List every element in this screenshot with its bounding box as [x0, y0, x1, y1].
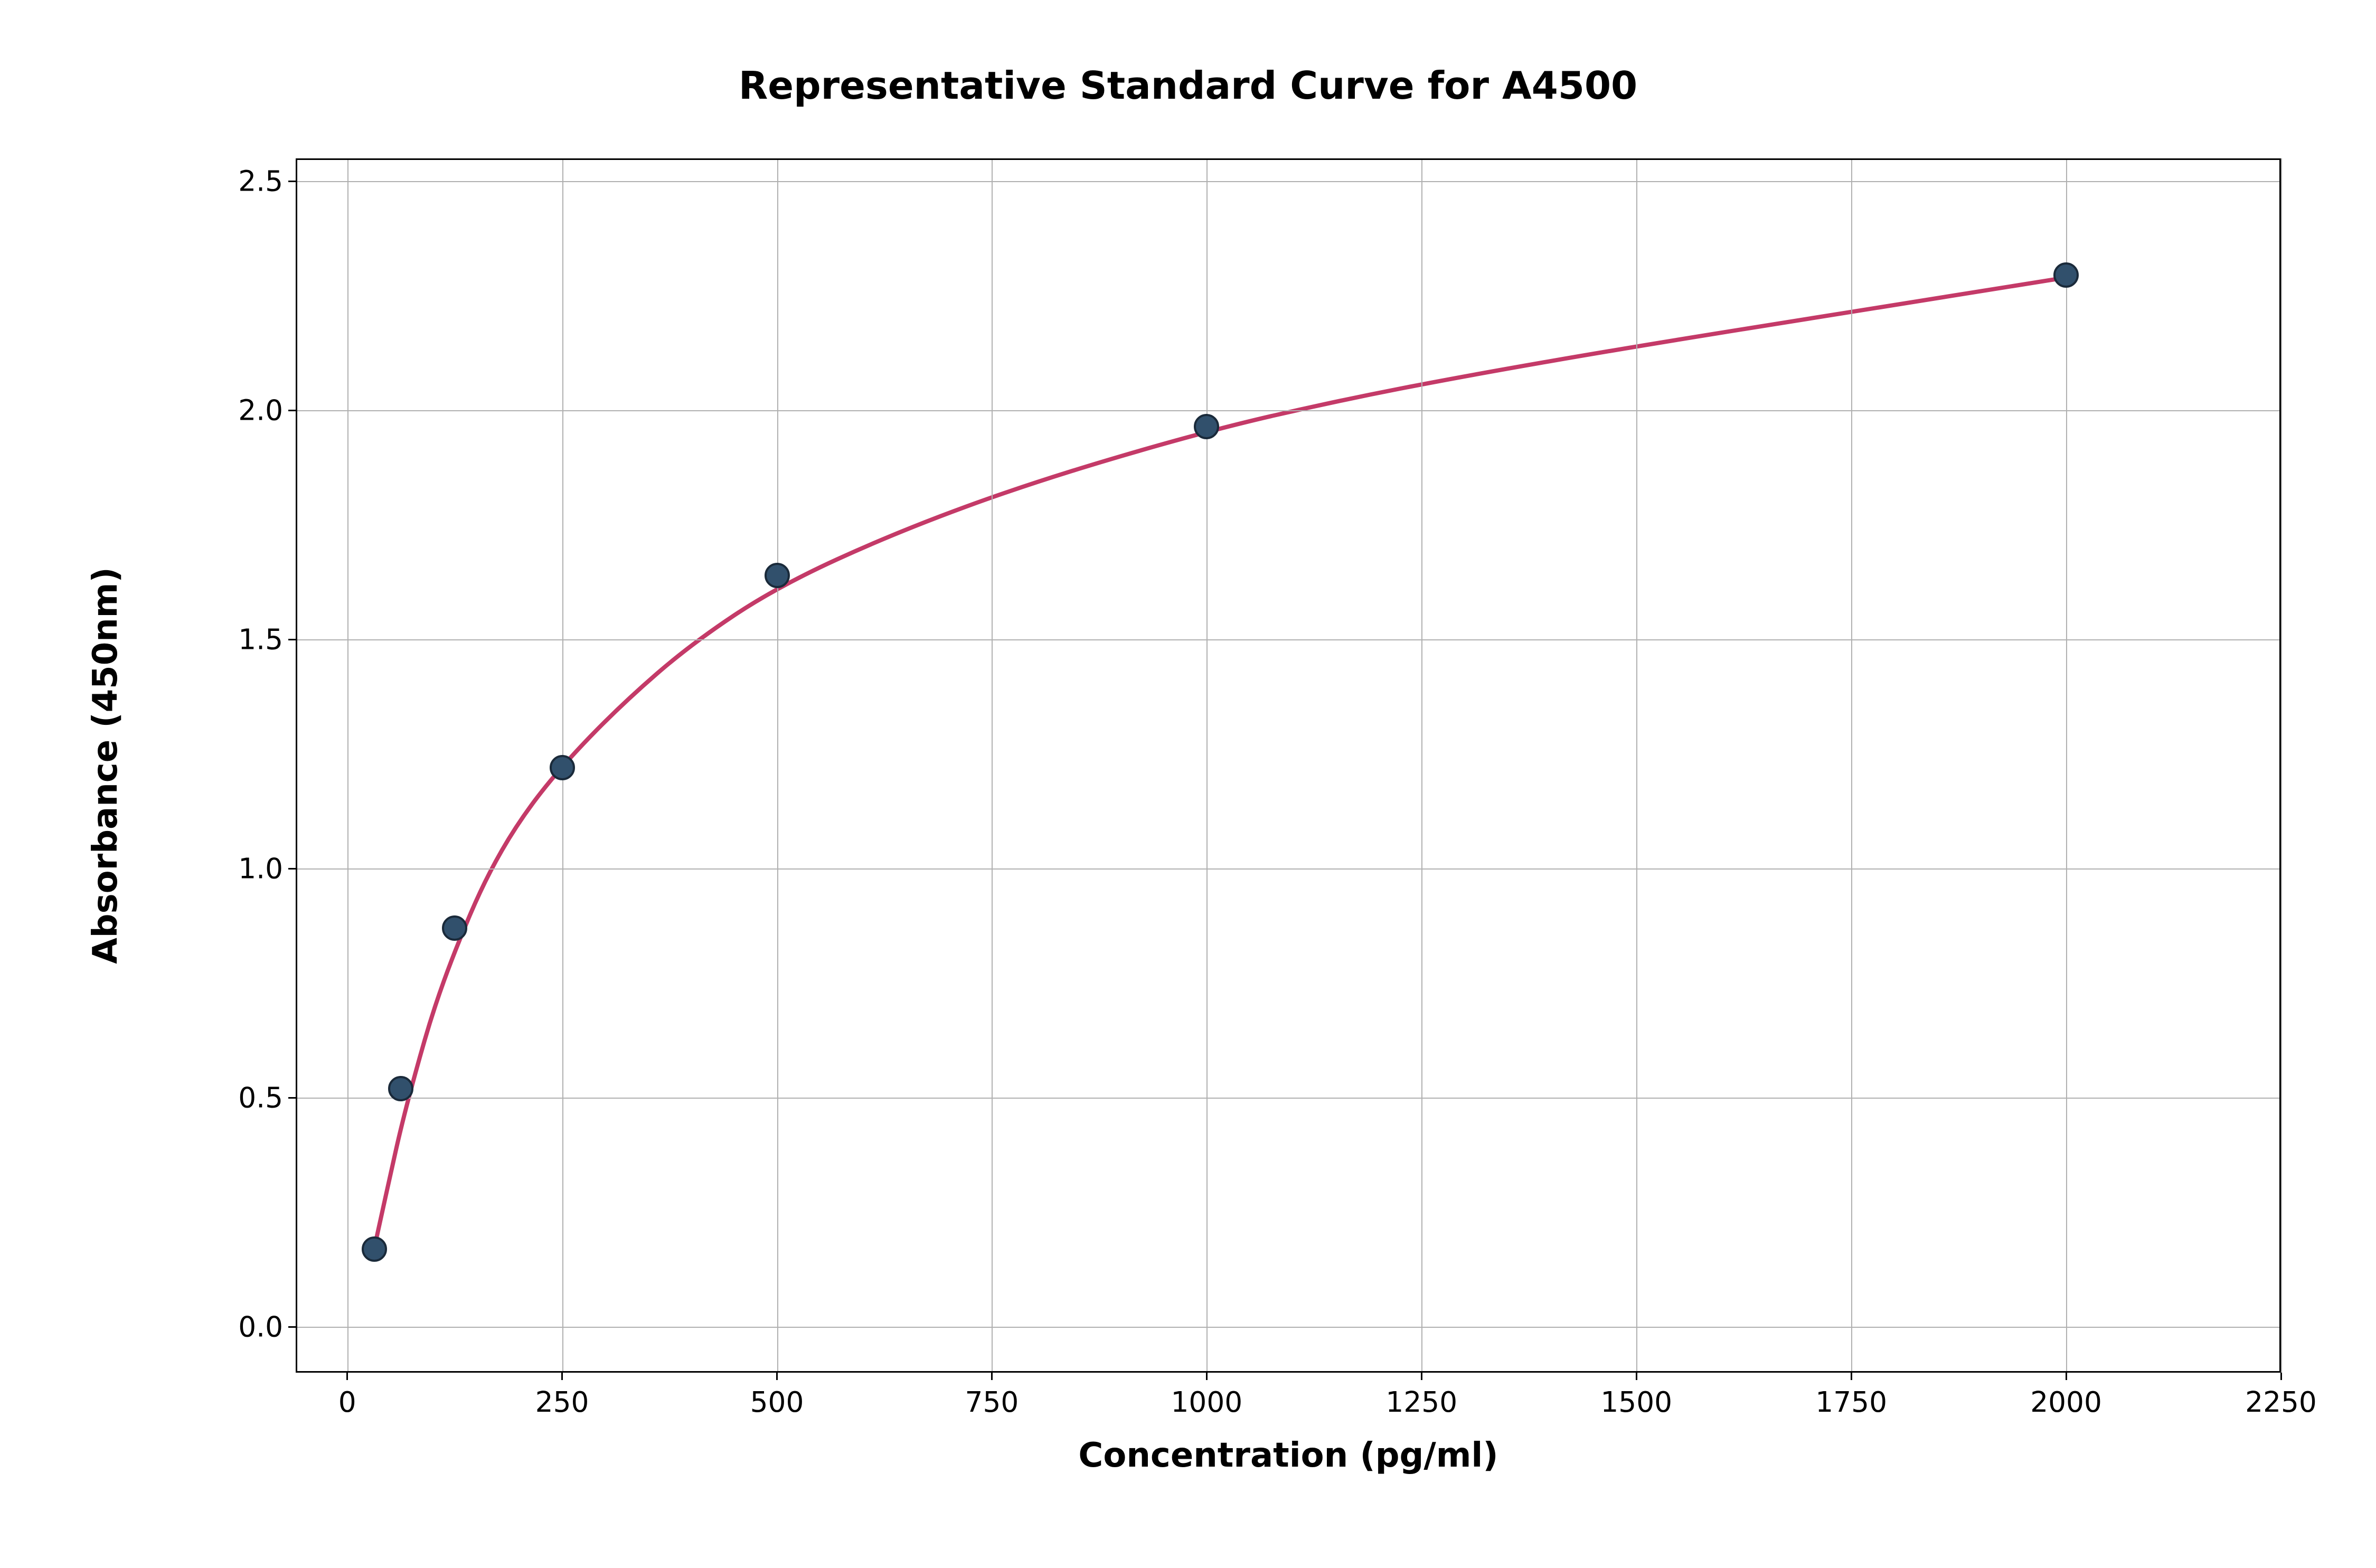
- x-tick: [1851, 1373, 1852, 1380]
- axis-spine: [296, 158, 2281, 160]
- y-tick-label: 0.5: [220, 1081, 283, 1114]
- y-tick: [288, 639, 296, 640]
- x-tick-label: 2250: [2245, 1385, 2317, 1419]
- y-tick: [288, 410, 296, 411]
- chart-title: Representative Standard Curve for A4500: [0, 63, 2376, 108]
- standard-curve-chart: Representative Standard Curve for A4500 …: [0, 0, 2376, 1568]
- x-tick-label: 500: [750, 1385, 804, 1419]
- x-tick: [346, 1373, 348, 1380]
- x-tick: [991, 1373, 993, 1380]
- x-tick: [561, 1373, 563, 1380]
- x-tick: [2066, 1373, 2067, 1380]
- x-tick: [2280, 1373, 2282, 1380]
- grid-line-horizontal: [296, 181, 2281, 182]
- grid-line-vertical: [1206, 158, 1208, 1373]
- y-tick-label: 2.0: [220, 394, 283, 427]
- x-tick: [1636, 1373, 1637, 1380]
- y-tick-label: 2.5: [220, 165, 283, 198]
- data-point: [362, 1236, 387, 1262]
- y-tick: [288, 181, 296, 182]
- grid-line-horizontal: [296, 1327, 2281, 1328]
- grid-line-vertical: [1421, 158, 1422, 1373]
- grid-line-vertical: [1636, 158, 1637, 1373]
- data-point: [2053, 262, 2079, 288]
- grid-line-horizontal: [296, 868, 2281, 870]
- x-tick-label: 750: [965, 1385, 1019, 1419]
- grid-line-vertical: [992, 158, 993, 1373]
- y-tick-label: 0.0: [220, 1310, 283, 1344]
- curve-line: [296, 158, 2281, 1373]
- grid-line-horizontal: [296, 410, 2281, 411]
- x-tick-label: 1750: [1815, 1385, 1887, 1419]
- y-tick: [288, 1326, 296, 1328]
- y-tick: [288, 868, 296, 870]
- data-point: [442, 915, 467, 941]
- data-point: [550, 755, 575, 780]
- x-tick-label: 1250: [1385, 1385, 1457, 1419]
- grid-line-vertical: [1851, 158, 1852, 1373]
- x-axis-label: Concentration (pg/ml): [296, 1436, 2281, 1475]
- y-tick-label: 1.0: [220, 852, 283, 885]
- axis-spine: [296, 158, 297, 1373]
- grid-line-horizontal: [296, 639, 2281, 640]
- x-tick-label: 0: [338, 1385, 356, 1419]
- data-point: [388, 1076, 413, 1101]
- x-tick: [776, 1373, 778, 1380]
- grid-line-horizontal: [296, 1098, 2281, 1099]
- data-point: [765, 563, 790, 588]
- y-axis-label: Absorbance (450nm): [86, 567, 125, 964]
- grid-line-vertical: [2066, 158, 2067, 1373]
- axis-spine: [2279, 158, 2281, 1373]
- x-tick-label: 1500: [1600, 1385, 1672, 1419]
- grid-line-vertical: [2281, 158, 2282, 1373]
- x-tick-label: 1000: [1171, 1385, 1243, 1419]
- axis-spine: [296, 1371, 2281, 1373]
- x-tick-label: 2000: [2030, 1385, 2102, 1419]
- x-tick-label: 250: [535, 1385, 589, 1419]
- y-tick: [288, 1097, 296, 1099]
- x-tick: [1206, 1373, 1208, 1380]
- plot-area: [296, 158, 2281, 1373]
- data-point: [1194, 414, 1219, 439]
- y-tick-label: 1.5: [220, 623, 283, 656]
- grid-line-vertical: [347, 158, 348, 1373]
- grid-line-vertical: [777, 158, 778, 1373]
- x-tick: [1421, 1373, 1422, 1380]
